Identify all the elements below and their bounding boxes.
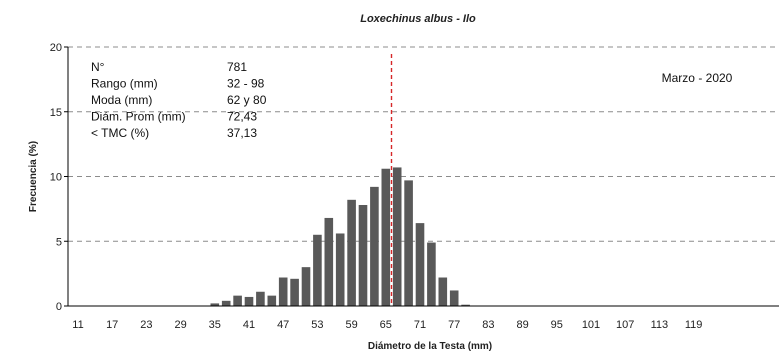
x-tick-label: 107 [616, 319, 634, 331]
period-annotation: Marzo - 2020 [662, 71, 733, 85]
bars [210, 167, 470, 306]
bar [404, 180, 413, 306]
axes [64, 46, 779, 307]
bar [290, 278, 299, 306]
x-tick-label: 95 [551, 319, 563, 331]
bar [438, 277, 448, 306]
x-tick-label: 11 [72, 319, 83, 331]
x-tick-label: 23 [140, 319, 152, 331]
bar [461, 304, 470, 306]
bar [370, 186, 379, 306]
bar [278, 277, 288, 306]
bar [324, 217, 334, 306]
stat-label: Moda (mm) [91, 93, 152, 107]
stat-value: 37,13 [227, 126, 257, 140]
y-tick-label: 0 [56, 301, 62, 313]
y-tick-labels: 0 5 10 15 20 [50, 42, 62, 313]
stat-label: N° [91, 60, 105, 74]
bar [381, 168, 391, 306]
x-tick-label: 113 [651, 319, 669, 331]
bar [449, 290, 459, 306]
bar [210, 303, 220, 306]
y-tick-label: 5 [56, 236, 62, 248]
x-tick-label: 77 [448, 319, 460, 331]
stat-label: < TMC (%) [91, 126, 149, 140]
x-tick-label: 65 [380, 319, 392, 331]
bar [256, 291, 265, 306]
stat-label: Rango (mm) [91, 77, 158, 91]
x-tick-label: 17 [106, 319, 118, 331]
x-tick-label: 89 [516, 319, 528, 331]
x-tick-label: 71 [414, 319, 426, 331]
x-tick-labels: 11 17 23 29 35 41 47 53 59 65 71 77 83 89 95 101 107 113 1… [72, 319, 702, 331]
stats-box: N° 781 Rango (mm) 32 - 98 Moda (mm) 62 y 80 Di… [91, 60, 267, 140]
y-tick-label: 15 [50, 107, 62, 119]
bar [301, 267, 311, 306]
chart-title: Loxechinus albus - Ilo [360, 13, 476, 25]
x-tick-label: 35 [209, 319, 221, 331]
stat-value: 32 - 98 [227, 77, 265, 91]
stat-label: Diám. Prom (mm) [91, 110, 186, 124]
y-tick-label: 20 [50, 42, 62, 54]
bar [347, 199, 356, 306]
x-tick-label: 29 [174, 319, 186, 331]
bar [415, 223, 425, 306]
bar [221, 300, 231, 306]
bar [233, 295, 242, 306]
x-axis-label: Diámetro de la Testa (mm) [368, 341, 492, 352]
x-tick-label: 101 [582, 319, 600, 331]
x-tick-label: 59 [345, 319, 357, 331]
x-tick-label: 47 [277, 319, 289, 331]
bar [244, 296, 254, 306]
bar [358, 204, 368, 306]
x-tick-label: 83 [482, 319, 494, 331]
bar [335, 233, 345, 306]
stat-value: 72,43 [227, 110, 257, 124]
bar [313, 234, 322, 306]
bar [267, 295, 277, 306]
bar [427, 242, 436, 306]
x-tick-label: 53 [311, 319, 323, 331]
x-tick-label: 41 [243, 319, 255, 331]
bar [392, 167, 402, 306]
stat-value: 62 y 80 [227, 93, 267, 107]
y-axis-label: Frecuencia (%) [28, 141, 39, 212]
y-tick-label: 10 [50, 172, 62, 184]
stat-value: 781 [227, 60, 247, 74]
x-tick-label: 119 [685, 319, 703, 331]
